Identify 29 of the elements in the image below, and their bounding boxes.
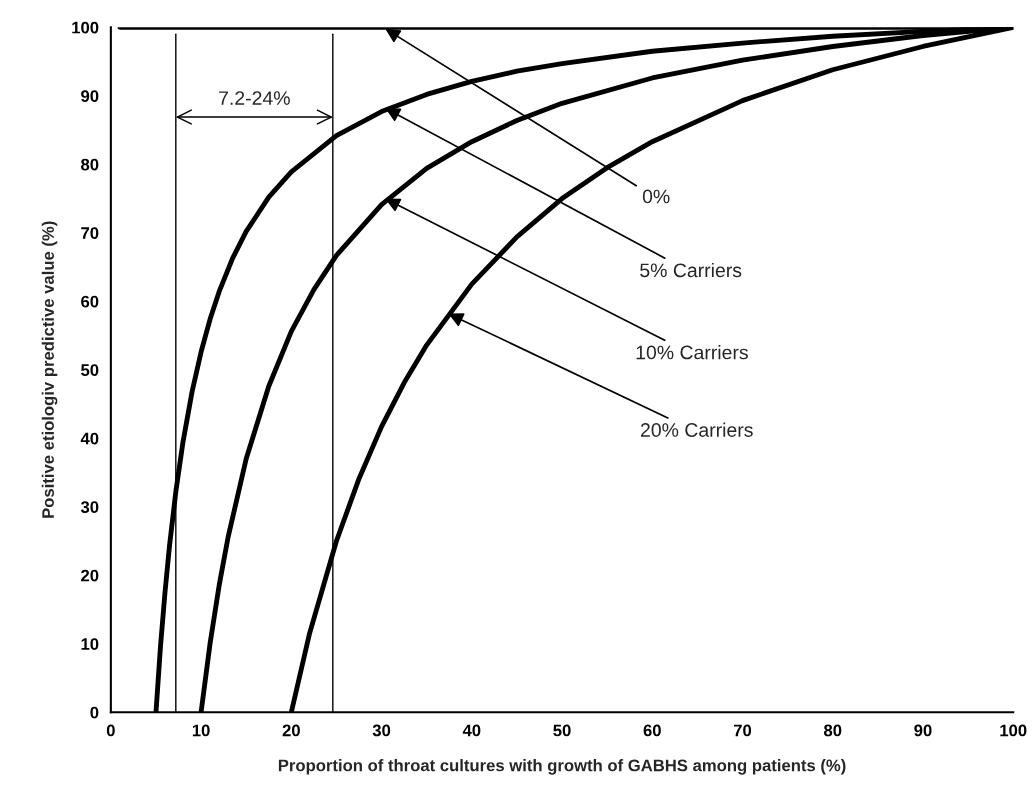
x-tick-label: 50: [553, 724, 571, 737]
annotation: 5% Carriers: [640, 262, 742, 278]
x-tick-label: 100: [1000, 724, 1027, 737]
y-tick-label: 50: [81, 364, 99, 376]
annotation: 20% Carriers: [640, 422, 753, 437]
y-tick-label: 100: [72, 21, 99, 34]
y-tick-label: 0: [90, 706, 99, 719]
y-tick-label: 90: [81, 90, 99, 102]
x-tick-label: 80: [824, 724, 842, 737]
y-tick-label: 30: [80, 501, 99, 513]
y-axis-title: Positive etiologiv predictive value (%): [41, 221, 58, 518]
x-tick-label: 0: [106, 724, 115, 737]
annotation: 7.2-24%: [219, 91, 290, 105]
x-tick-label: 30: [372, 724, 391, 737]
y-tick-label: 60: [81, 295, 99, 308]
x-tick-label: 10: [192, 724, 210, 737]
x-tick-label: 60: [643, 724, 661, 737]
x-tick-label: 40: [462, 724, 481, 737]
annotation: 0%: [642, 189, 670, 204]
y-tick-label: 20: [81, 569, 99, 582]
y-tick-label: 80: [81, 158, 99, 171]
y-tick-label: 10: [81, 638, 99, 650]
x-tick-label: 20: [282, 724, 300, 737]
y-tick-label: 70: [81, 227, 99, 239]
annotation: 10% Carriers: [636, 345, 748, 360]
y-tick-label: 40: [80, 432, 99, 445]
x-tick-label: 70: [733, 724, 752, 737]
x-axis-title: Proportion of throat cultures with growth of GABHS among patients (%): [278, 759, 846, 775]
x-tick-label: 90: [914, 724, 932, 737]
